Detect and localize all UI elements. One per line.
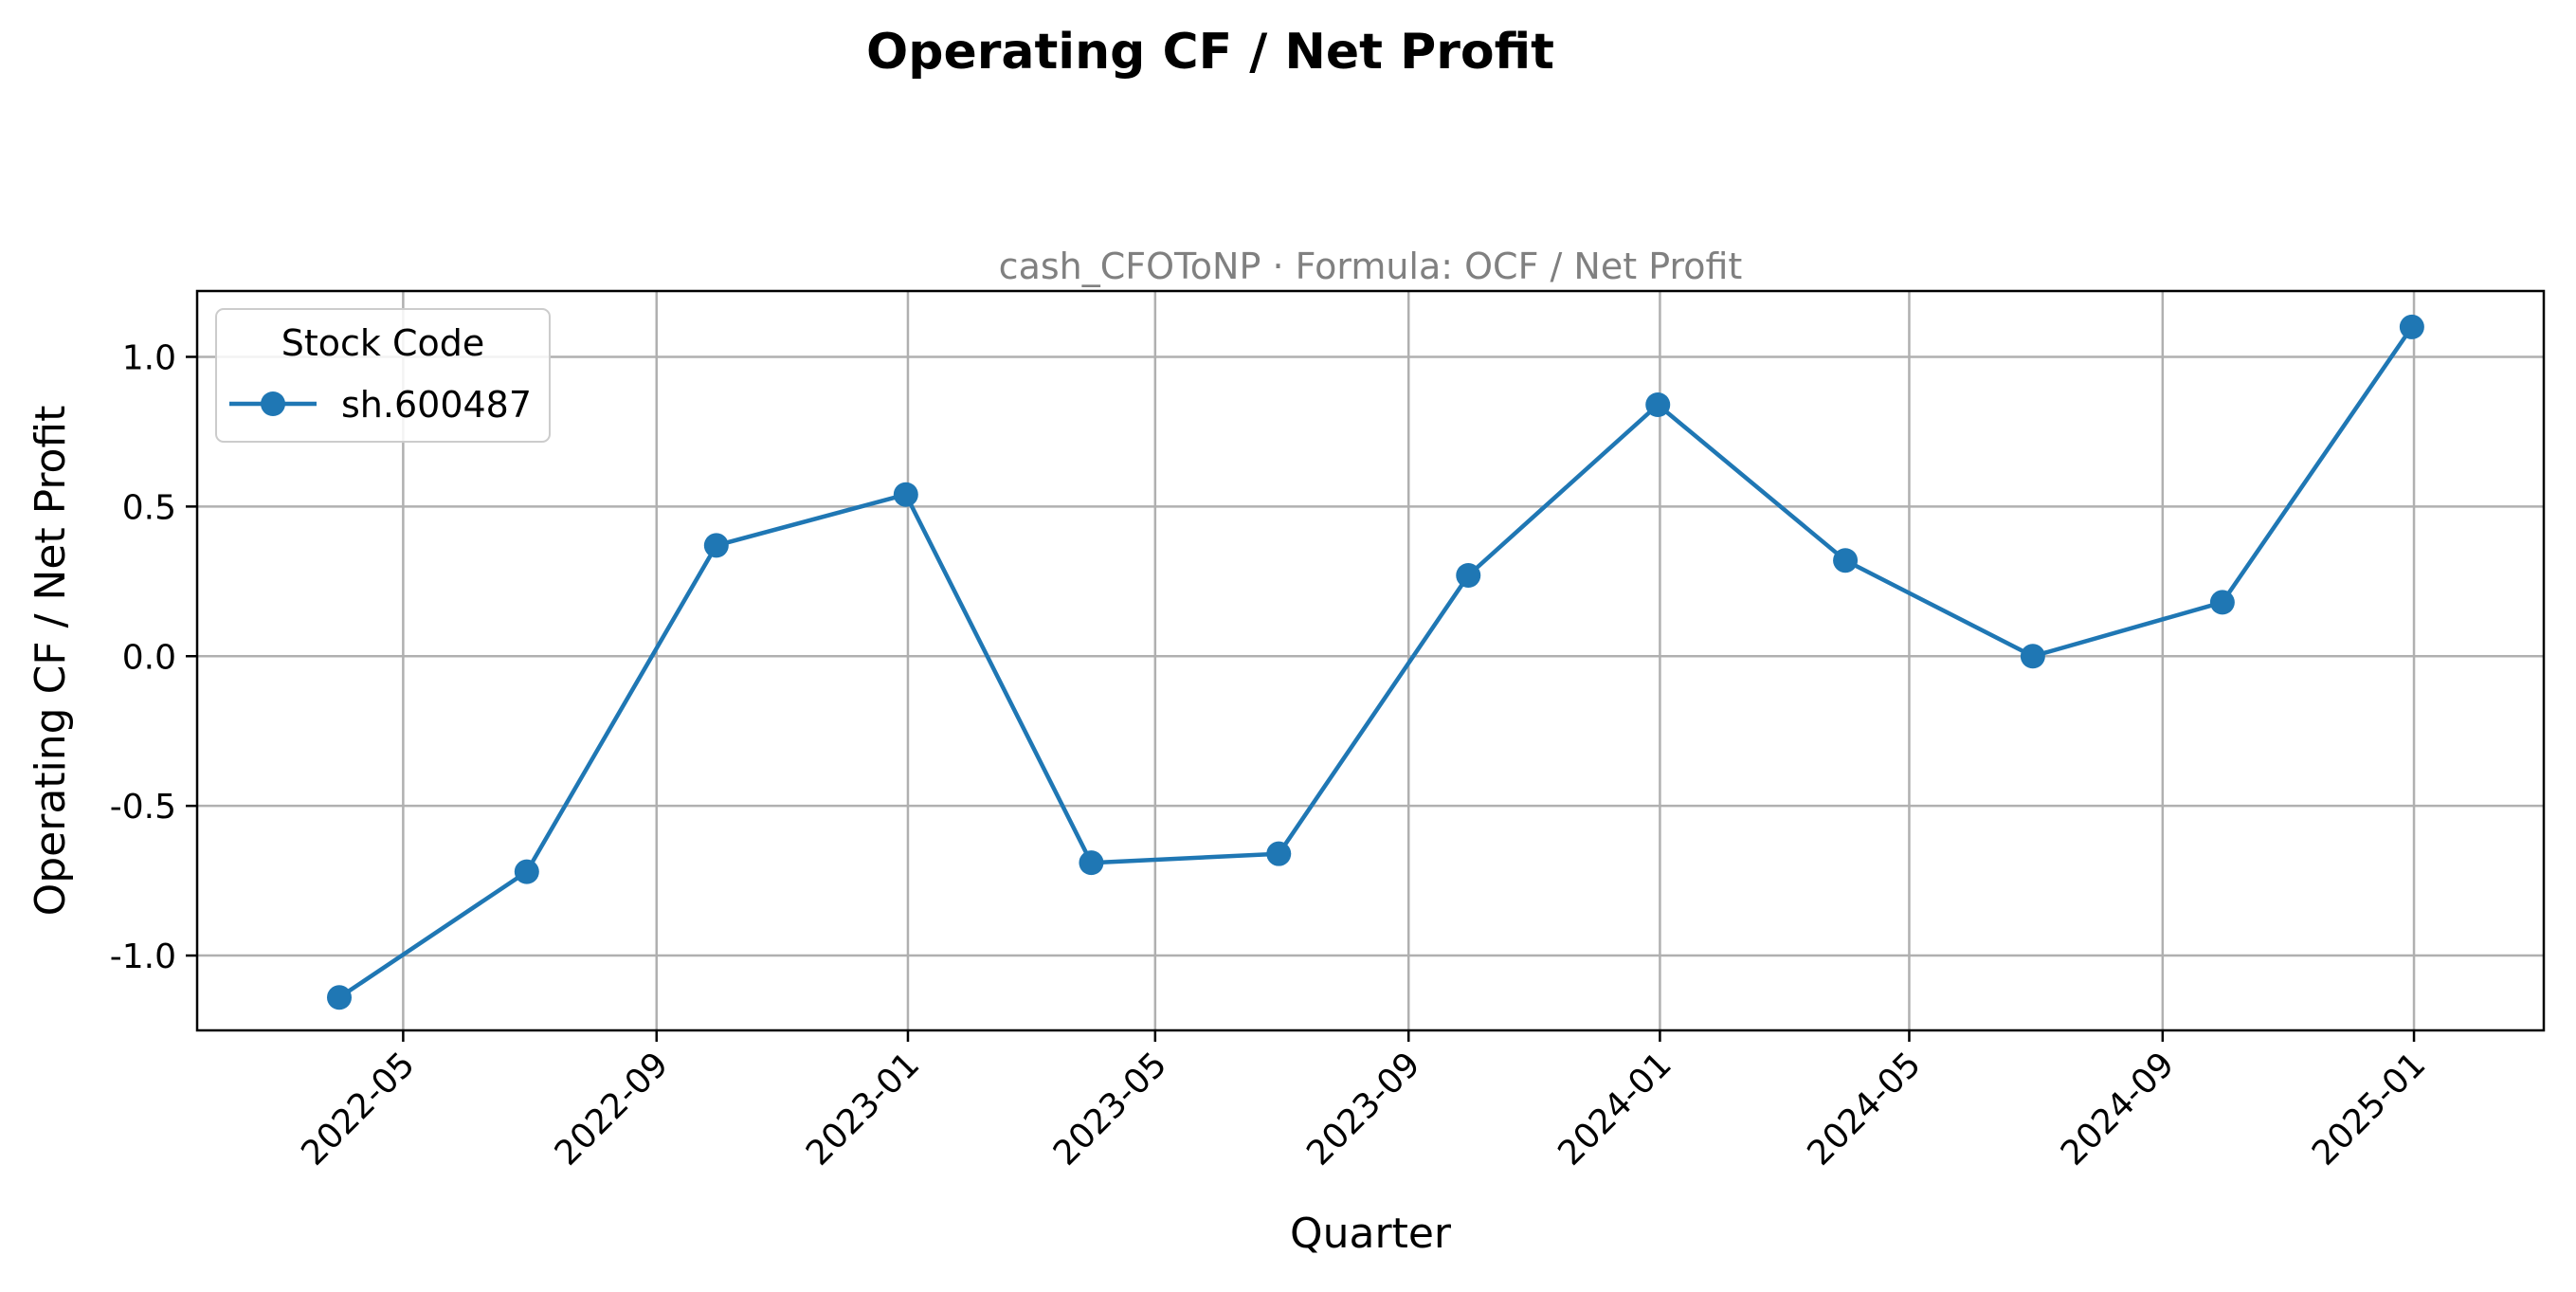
data-point [1079,850,1104,876]
x-tick-label: 2023-01 [799,1045,927,1173]
series [326,314,2424,1010]
data-point [893,482,918,507]
chart-subtitle: cash_CFOToNP · Formula: OCF / Net Profit [999,246,1743,287]
data-point [514,859,539,884]
x-tick-label: 2024-05 [1800,1045,1928,1173]
data-point [2020,644,2045,669]
plot-area-frame [195,289,2546,1032]
x-tick-label: 2022-09 [548,1045,676,1173]
x-tick-label: 2024-01 [1551,1045,1678,1173]
y-tick-label: -0.5 [110,788,176,827]
x-tick-label: 2023-09 [1299,1045,1427,1173]
x-tick-label: 2022-05 [294,1045,422,1173]
data-point [1456,563,1481,588]
data-point [2399,314,2424,339]
legend-box [215,308,551,443]
y-tick-label: -1.0 [110,937,176,976]
x-axis-label: Quarter [1290,1210,1452,1258]
legend: Stock Code sh.600487 [215,308,551,443]
legend-marker [261,391,285,416]
data-point [1833,548,1859,573]
y-axis-label: Operating CF / Net Profit [27,406,75,917]
data-point [326,985,352,1010]
data-point [1645,392,1671,417]
data-point [1266,841,1292,866]
data-point [2209,590,2235,615]
series-line [337,325,2414,1000]
x-tick-label: 2024-09 [2054,1045,2182,1173]
y-tick-label: 0.0 [122,638,176,677]
x-tick-label: 2023-05 [1046,1045,1174,1173]
chart-title: Operating CF / Net Profit [866,24,1554,81]
y-tick-label: 0.5 [122,488,176,527]
y-tick-label: 1.0 [122,338,176,377]
data-point [703,533,729,558]
legend-title: Stock Code [281,322,485,364]
x-tick-label: 2025-01 [2305,1045,2433,1173]
legend-entry: sh.600487 [341,384,532,426]
ticks: 2022-05 2022-09 2023-01 2023-05 2023-09 2024-… [110,338,2434,1173]
